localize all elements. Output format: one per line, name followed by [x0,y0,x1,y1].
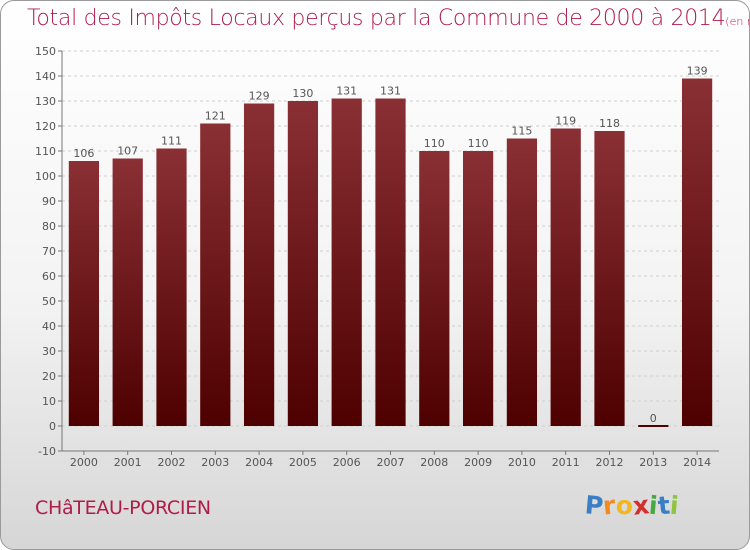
y-tick-label: 110 [35,145,56,158]
y-tick-label: 40 [42,320,56,333]
x-tick-label-2003: 2003 [201,456,229,469]
y-tick-label: -10 [38,445,56,458]
x-tick-label-2004: 2004 [245,456,273,469]
value-label-2012: 118 [599,117,620,130]
value-label-2010: 115 [511,125,532,138]
x-tick-label-2001: 2001 [114,456,142,469]
value-label-2001: 107 [117,145,138,158]
y-tick-label: 100 [35,170,56,183]
value-label-2004: 129 [249,90,270,103]
bar-2010 [506,138,538,426]
axes [58,50,719,455]
y-tick-label: 80 [42,220,56,233]
y-tick-label: 60 [42,270,56,283]
value-label-2006: 131 [336,85,357,98]
y-tick-label: 30 [42,345,56,358]
bar-2005 [287,101,319,426]
bar-2012 [594,131,625,426]
value-label-2007: 131 [380,85,401,98]
bar-2002 [156,148,187,426]
y-tick-label: 50 [42,295,56,308]
bar-2006 [331,98,362,426]
x-tick-label-2008: 2008 [420,456,448,469]
bar-2007 [375,98,406,426]
value-label-2011: 119 [555,115,576,128]
y-tick-label: 20 [42,370,56,383]
x-tick-label-2005: 2005 [289,456,317,469]
y-tick-label: 90 [42,195,56,208]
y-tick-label: 120 [35,120,56,133]
y-tick-label: 150 [35,45,56,58]
bars [68,78,713,427]
value-label-2013: 0 [650,412,657,425]
bar-2014 [681,78,713,426]
bar-2003 [200,123,231,426]
value-label-2008: 110 [424,137,445,150]
x-tick-label-2012: 2012 [596,456,624,469]
value-label-2009: 110 [468,137,489,150]
value-label-2003: 121 [205,110,226,123]
x-tick-label-2002: 2002 [158,456,186,469]
x-tick-label-2006: 2006 [333,456,361,469]
x-tick-label-2014: 2014 [683,456,711,469]
x-tick-label-2007: 2007 [377,456,405,469]
x-tick-label-2010: 2010 [508,456,536,469]
y-tick-label: 10 [42,395,56,408]
bar-2008 [419,151,450,426]
value-label-2000: 106 [73,147,94,160]
bar-2011 [550,128,581,426]
labels: -10 0 10 20 30 40 50 60 70 80 90 100 110 120 130 140 150… [35,45,711,469]
chart-title-unit: (en milliers d'€) [725,15,749,28]
y-tick-label: 140 [35,70,56,83]
bar-2004 [243,103,275,426]
chart-title-text: Total des Impôts Locaux perçus par la Co… [27,6,726,31]
logo-letter: i [668,490,680,521]
bar-2000 [68,161,100,426]
x-tick-label-2011: 2011 [552,456,580,469]
value-label-2002: 111 [161,135,182,148]
x-tick-label-2000: 2000 [70,456,98,469]
value-label-2014: 139 [687,65,708,78]
chart-title: Total des Impôts Locaux perçus par la Co… [27,6,749,31]
x-tick-label-2013: 2013 [639,456,667,469]
bar-2001 [112,158,143,426]
y-tick-label: 130 [35,95,56,108]
y-tick-label: 70 [42,245,56,258]
commune-name: CHâTEAU-PORCIEN [35,497,211,519]
value-label-2005: 130 [292,87,313,100]
y-tick-label: 0 [49,420,56,433]
x-tick-label-2009: 2009 [464,456,492,469]
bar-2009 [462,151,494,426]
proxiti-logo: Proxiti [584,490,680,521]
